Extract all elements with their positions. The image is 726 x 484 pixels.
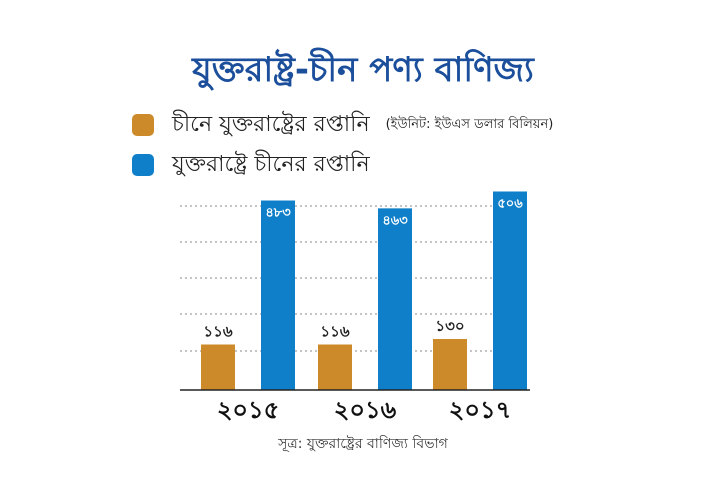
data-label-china-exports-2: ৫০৬ [497,196,523,211]
source-note: সূত্র: যুক্তরাষ্ট্রের বাণিজ্য বিভাগ [278,436,448,452]
data-label-us-exports-0: ১১৬ [203,322,232,340]
data-label-china-exports-0: ৪৮৩ [265,206,291,221]
unit-note: (ইউনিট: ইউএস ডলার বিলিয়ন) [385,116,554,132]
legend-item-china-exports: যুক্তরাষ্ট্রে চীনের রপ্তানি [132,145,553,185]
bar-china-exports-0 [261,200,295,390]
legend-swatch-orange [132,114,154,136]
legend-label-us-exports: চীনে যুক্তরাষ্ট্রের রপ্তানি [172,111,370,137]
x-tick-label-0: ২০১৫ [217,396,279,424]
legend-item-us-exports: চীনে যুক্তরাষ্ট্রের রপ্তানি (ইউনিট: ইউএস… [132,105,553,145]
x-tick-label-2: ২০১৭ [449,396,511,424]
x-tick-label-1: ২০১৬ [334,396,397,424]
bar-us-exports-1 [318,344,352,390]
bar-us-exports-0 [201,344,235,390]
chart-title: যুক্তরাষ্ট্র-চীন পণ্য বাণিজ্য [192,50,534,90]
bar-us-exports-2 [433,339,467,390]
legend: চীনে যুক্তরাষ্ট্রের রপ্তানি (ইউনিট: ইউএস… [132,105,553,185]
legend-swatch-blue [132,154,154,176]
data-label-us-exports-2: ১৩০ [435,317,464,335]
data-label-us-exports-1: ১১৬ [320,322,349,340]
bar-china-exports-2 [493,191,527,390]
legend-label-china-exports: যুক্তরাষ্ট্রে চীনের রপ্তানি [172,151,370,177]
data-label-china-exports-1: ৪৬৩ [382,213,408,228]
bar-china-exports-1 [378,208,412,390]
